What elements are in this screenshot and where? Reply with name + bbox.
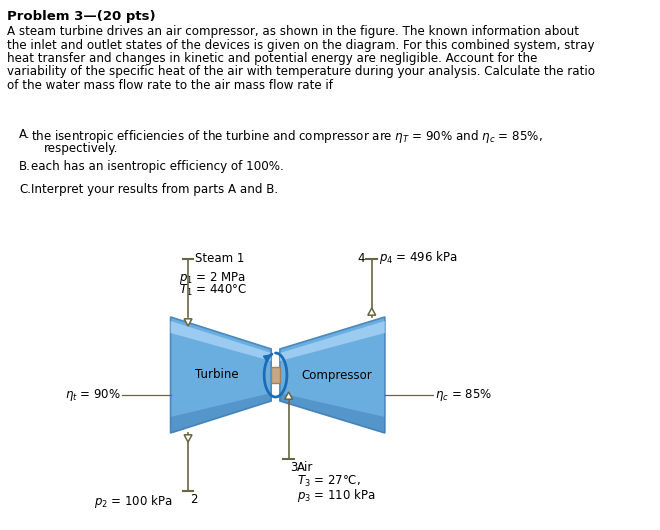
Text: $T_3$ = 27°C,: $T_3$ = 27°C, <box>298 474 361 489</box>
Text: $p_1$ = 2 MPa: $p_1$ = 2 MPa <box>180 270 246 286</box>
Polygon shape <box>284 392 292 399</box>
Text: A steam turbine drives an air compressor, as shown in the figure. The known info: A steam turbine drives an air compressor… <box>7 25 579 38</box>
Text: Interpret your results from parts A and B.: Interpret your results from parts A and … <box>32 183 279 196</box>
Polygon shape <box>170 321 271 361</box>
Bar <box>271 367 280 383</box>
Text: heat transfer and changes in kinetic and potential energy are negligible. Accoun: heat transfer and changes in kinetic and… <box>7 52 537 65</box>
Text: respectively.: respectively. <box>44 142 118 155</box>
Polygon shape <box>368 308 376 315</box>
Text: $p_3$ = 110 kPa: $p_3$ = 110 kPa <box>298 487 376 504</box>
Polygon shape <box>170 393 271 433</box>
Polygon shape <box>280 317 385 433</box>
Text: $\eta_t$ = 90%: $\eta_t$ = 90% <box>65 387 121 403</box>
Text: A.: A. <box>19 128 31 141</box>
Text: 3: 3 <box>290 461 298 474</box>
Text: of the water mass flow rate to the air mass flow rate if: of the water mass flow rate to the air m… <box>7 79 333 92</box>
Polygon shape <box>280 393 385 433</box>
Polygon shape <box>184 319 192 326</box>
Text: 4: 4 <box>357 252 365 264</box>
Text: $p_2$ = 100 kPa: $p_2$ = 100 kPa <box>94 493 172 510</box>
Text: $T_1$ = 440°C: $T_1$ = 440°C <box>180 283 248 298</box>
Polygon shape <box>280 321 385 361</box>
Text: $p_4$ = 496 kPa: $p_4$ = 496 kPa <box>379 250 457 267</box>
Text: variability of the specific heat of the air with temperature during your analysi: variability of the specific heat of the … <box>7 66 595 78</box>
Text: C.: C. <box>19 183 31 196</box>
Text: Compressor: Compressor <box>302 368 372 382</box>
Text: 2: 2 <box>190 493 197 506</box>
Text: Air: Air <box>298 461 314 474</box>
Text: B.: B. <box>19 160 31 173</box>
Text: Problem 3—(20 pts): Problem 3—(20 pts) <box>7 10 156 23</box>
Text: Steam 1: Steam 1 <box>195 252 244 264</box>
Text: each has an isentropic efficiency of 100%.: each has an isentropic efficiency of 100… <box>32 160 284 173</box>
Polygon shape <box>170 317 271 433</box>
Text: the inlet and outlet states of the devices is given on the diagram. For this com: the inlet and outlet states of the devic… <box>7 39 595 51</box>
Polygon shape <box>184 435 192 442</box>
Text: $\eta_c$ = 85%: $\eta_c$ = 85% <box>435 387 492 403</box>
Text: Turbine: Turbine <box>195 368 238 382</box>
Text: the isentropic efficiencies of the turbine and compressor are $\eta_T$ = 90% and: the isentropic efficiencies of the turbi… <box>32 128 543 145</box>
